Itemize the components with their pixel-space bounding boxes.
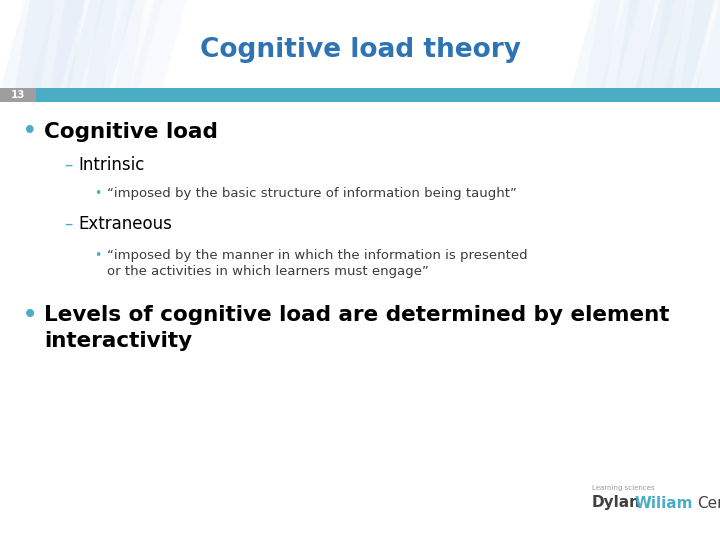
Polygon shape: [615, 0, 655, 90]
Text: •: •: [22, 301, 38, 329]
Text: •: •: [94, 186, 102, 199]
Text: Levels of cognitive load are determined by element: Levels of cognitive load are determined …: [44, 305, 670, 325]
Text: Dylan: Dylan: [592, 496, 641, 510]
Polygon shape: [15, 0, 55, 90]
Polygon shape: [0, 0, 85, 90]
Text: “imposed by the manner in which the information is presented: “imposed by the manner in which the info…: [107, 248, 528, 261]
Text: 13: 13: [11, 90, 25, 100]
Text: Cognitive load: Cognitive load: [44, 122, 218, 142]
Polygon shape: [665, 0, 720, 90]
Text: interactivity: interactivity: [44, 331, 192, 351]
Polygon shape: [85, 0, 118, 90]
Polygon shape: [650, 0, 687, 90]
Polygon shape: [635, 0, 715, 90]
Polygon shape: [680, 0, 713, 90]
Polygon shape: [50, 0, 85, 90]
Text: –: –: [64, 215, 72, 233]
Polygon shape: [695, 0, 720, 90]
Text: Cognitive load theory: Cognitive load theory: [199, 37, 521, 63]
Text: •: •: [22, 119, 38, 145]
Polygon shape: [570, 0, 640, 90]
Text: Intrinsic: Intrinsic: [78, 156, 145, 174]
Polygon shape: [100, 0, 163, 90]
Text: Extraneous: Extraneous: [78, 215, 172, 233]
Text: –: –: [64, 156, 72, 174]
Polygon shape: [130, 0, 187, 90]
Text: Learning sciences: Learning sciences: [592, 485, 654, 491]
Text: Wiliam: Wiliam: [635, 496, 693, 510]
Bar: [0, 88, 720, 102]
Polygon shape: [585, 0, 620, 90]
Text: or the activities in which learners must engage”: or the activities in which learners must…: [107, 265, 429, 278]
Polygon shape: [65, 0, 135, 90]
Text: Center: Center: [697, 496, 720, 510]
Polygon shape: [115, 0, 145, 90]
Polygon shape: [30, 0, 105, 90]
Text: “imposed by the basic structure of information being taught”: “imposed by the basic structure of infor…: [107, 186, 517, 199]
Polygon shape: [600, 0, 675, 90]
Text: •: •: [94, 248, 102, 261]
Bar: [0, 88, 36, 102]
